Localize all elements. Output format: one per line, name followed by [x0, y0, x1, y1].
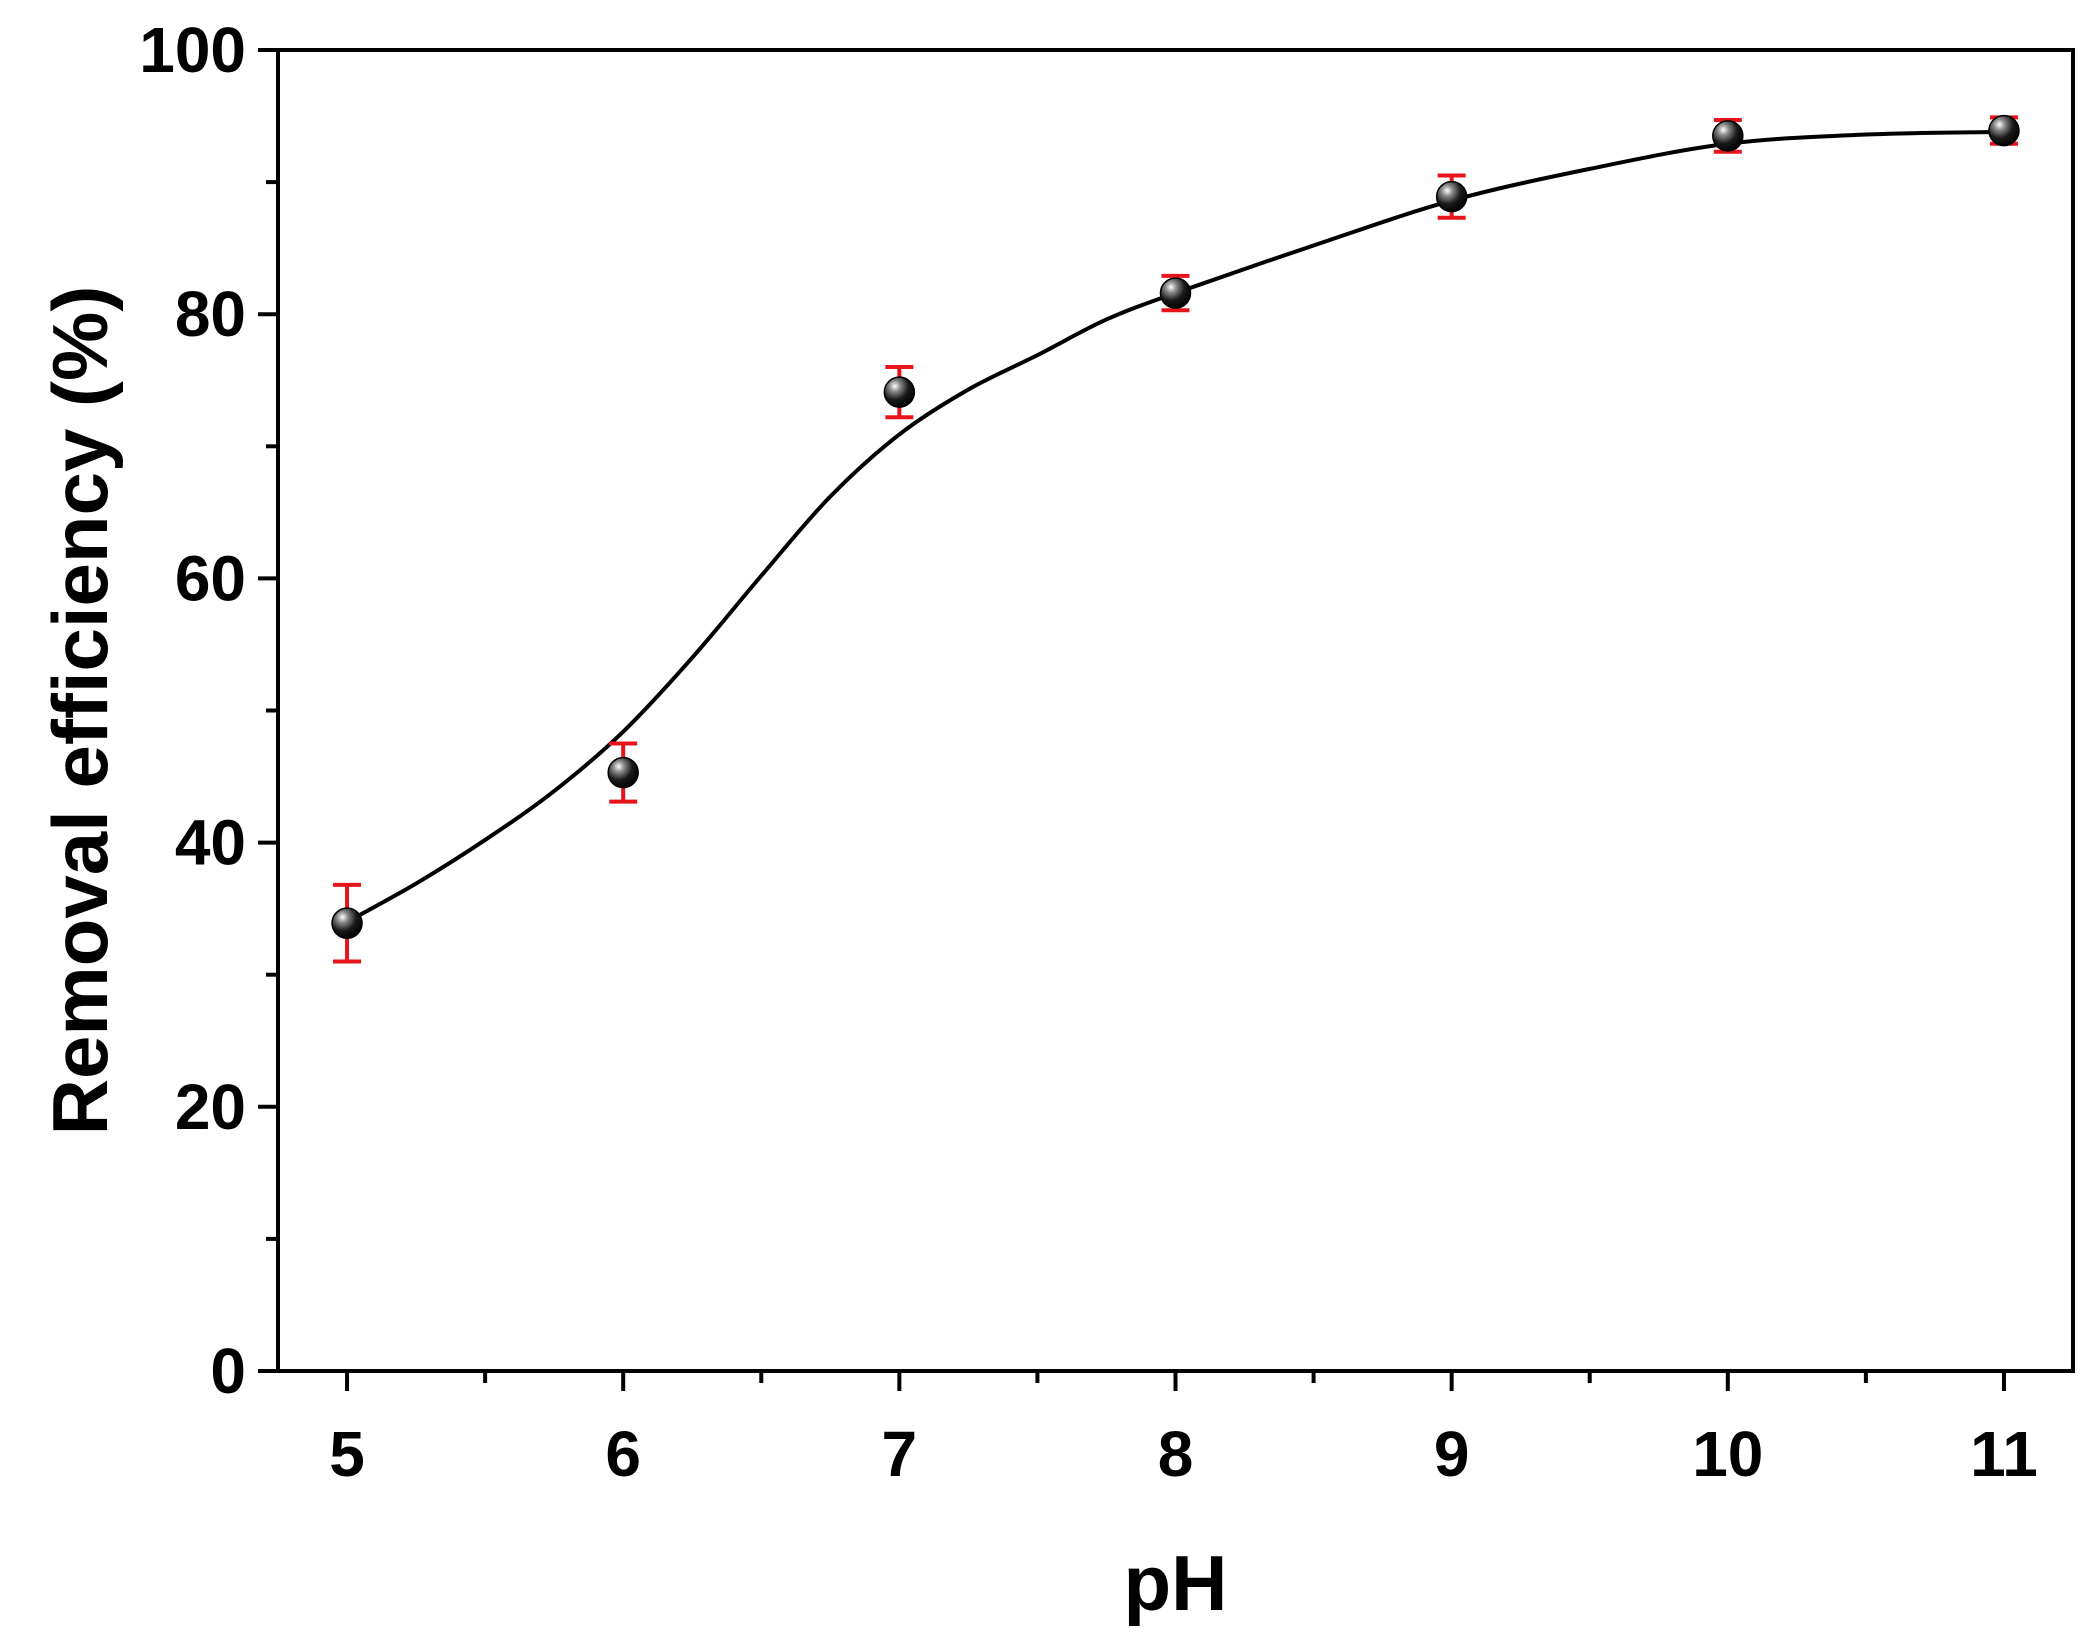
data-point-5	[331, 907, 363, 939]
data-point-9	[1435, 180, 1468, 213]
x-tick-label-6: 6	[605, 1418, 641, 1490]
plot-frame	[276, 48, 2075, 1373]
data-point-11	[1988, 114, 2020, 147]
y-tick-label-40: 40	[175, 807, 246, 879]
y-tick-label-20: 20	[175, 1071, 246, 1143]
x-tick-label-7: 7	[882, 1418, 918, 1490]
x-tick-label-11: 11	[1970, 1418, 2038, 1490]
y-tick-label-0: 0	[210, 1335, 246, 1407]
y-tick-label-80: 80	[175, 278, 246, 350]
data-point-7	[883, 376, 916, 408]
y-tick-label-60: 60	[175, 542, 246, 614]
x-axis-title: pH	[1124, 1539, 1228, 1627]
fit-curve	[346, 129, 2004, 924]
data-point-10	[1712, 120, 1744, 152]
x-tick-label-8: 8	[1158, 1418, 1194, 1490]
y-axis-title: Removal efficiency (%)	[36, 286, 124, 1136]
x-tick-label-10: 10	[1692, 1418, 1763, 1490]
y-tick-label-100: 100	[139, 14, 246, 86]
x-tick-label-5: 5	[329, 1418, 365, 1490]
data-point-8	[1159, 277, 1192, 309]
data-point-6	[607, 756, 639, 789]
x-tick-label-9: 9	[1434, 1418, 1470, 1490]
